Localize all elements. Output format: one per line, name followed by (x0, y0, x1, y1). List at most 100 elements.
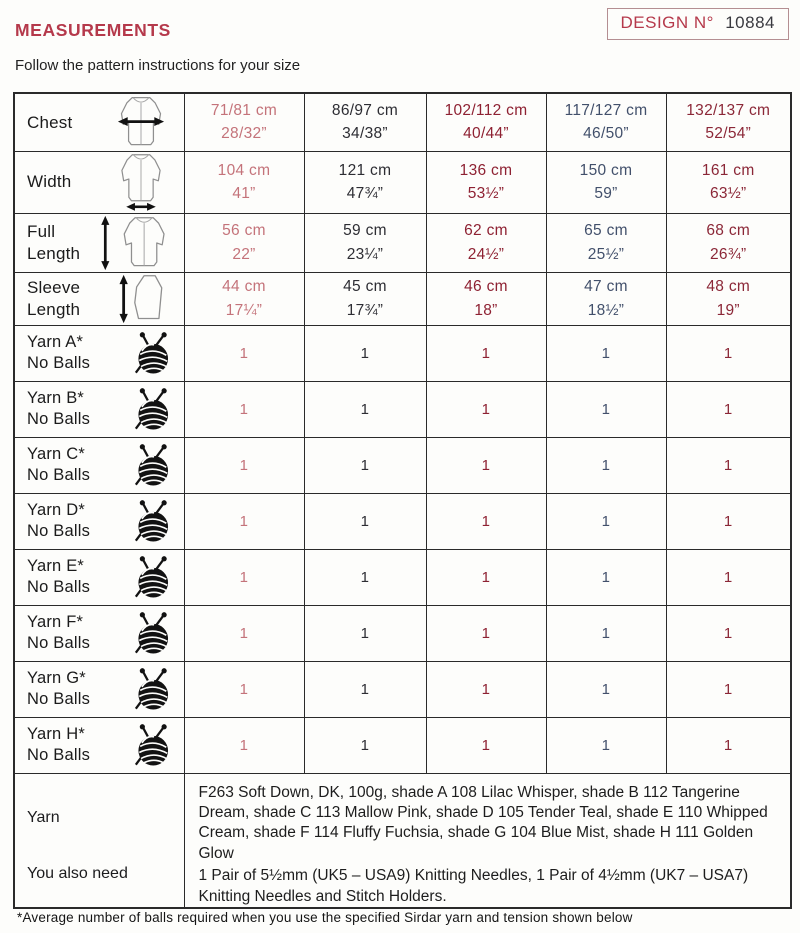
balls-cell: 1 (303, 716, 427, 774)
balls-cell: 1 (545, 548, 667, 606)
balls-cell: 1 (303, 436, 427, 494)
row-header-cell: Yarn B* No Balls (13, 380, 185, 438)
value-cell: 56 cm 22” (183, 212, 305, 273)
balls-cell: 1 (545, 436, 667, 494)
value-cell: 102/112 cm 40/44” (425, 92, 547, 152)
row-label: Yarn D* No Balls (27, 501, 91, 540)
balls-cell: 1 (665, 660, 792, 718)
footer-labels-cell: Yarn You also need (13, 772, 185, 909)
balls-cell: 1 (545, 380, 667, 438)
yarn-row-a: Yarn A* No Balls 1 1 1 1 1 (13, 324, 792, 382)
row-label: Yarn A* No Balls (27, 333, 91, 372)
value-cell: 68 cm 26¾” (665, 212, 792, 273)
yarn-label: Yarn (27, 809, 60, 827)
value-cell: 47 cm 18½” (545, 271, 667, 326)
balls-cell: 1 (665, 380, 792, 438)
row-header-cell: Yarn F* No Balls (13, 604, 185, 662)
measurement-row-sleeve-length: Sleeve Length 44 cm 17¼” 45 cm 17¾” 46 c… (13, 271, 792, 326)
balls-cell: 1 (545, 324, 667, 382)
balls-cell: 1 (665, 436, 792, 494)
balls-cell: 1 (425, 716, 547, 774)
value-cell: 65 cm 25½” (545, 212, 667, 273)
row-header-cell: Yarn D* No Balls (13, 492, 185, 550)
balls-cell: 1 (425, 492, 547, 550)
balls-cell: 1 (545, 492, 667, 550)
value-cell: 62 cm 24½” (425, 212, 547, 273)
row-header-cell: Yarn C* No Balls (13, 436, 185, 494)
row-header-cell: Yarn A* No Balls (13, 324, 185, 382)
row-label: Yarn C* No Balls (27, 445, 91, 484)
yarn-ball-icon (134, 387, 168, 430)
balls-cell: 1 (665, 492, 792, 550)
balls-cell: 1 (183, 548, 305, 606)
yarn-row-b: Yarn B* No Balls 1 1 1 1 1 (13, 380, 792, 438)
you-also-need-label: You also need (27, 865, 128, 883)
row-label: Yarn H* No Balls (27, 725, 91, 764)
yarn-ball-icon (134, 499, 168, 542)
value-cell: 71/81 cm 28/32” (183, 92, 305, 152)
yarn-ball-icon (134, 443, 168, 486)
balls-cell: 1 (665, 548, 792, 606)
design-number-badge: DESIGN N° 10884 (606, 8, 789, 40)
row-header-cell: Yarn G* No Balls (13, 660, 185, 718)
row-label: Full Length (27, 222, 81, 263)
row-label: Yarn F* No Balls (27, 613, 91, 652)
value-cell: 46 cm 18” (425, 271, 547, 326)
value-cell: 121 cm 47¾” (303, 150, 427, 214)
balls-cell: 1 (303, 604, 427, 662)
measurements-table: Chest 71/81 cm 28/32” 86/97 cm 34/38” 10… (13, 92, 792, 910)
design-number: 10884 (725, 13, 775, 32)
row-header-cell: Full Length (13, 212, 185, 273)
yarn-row-d: Yarn D* No Balls 1 1 1 1 1 (13, 492, 792, 550)
sweater-width-arrow-icon (120, 153, 161, 211)
yarn-details-row: Yarn You also need F263 Soft Down, DK, 1… (13, 772, 792, 909)
row-label: Yarn G* No Balls (27, 669, 91, 708)
sleeve-length-arrow-icon (118, 274, 162, 323)
balls-cell: 1 (425, 660, 547, 718)
balls-cell: 1 (183, 436, 305, 494)
yarn-ball-icon (134, 611, 168, 654)
balls-cell: 1 (183, 324, 305, 382)
sweater-chest-arrow-icon (117, 96, 164, 146)
row-header-cell: Width (13, 150, 185, 214)
yarn-ball-icon (134, 723, 168, 766)
balls-cell: 1 (303, 380, 427, 438)
yarn-description: F263 Soft Down, DK, 100g, shade A 108 Li… (198, 783, 768, 862)
row-label: Yarn E* No Balls (27, 557, 91, 596)
yarn-row-c: Yarn C* No Balls 1 1 1 1 1 (13, 436, 792, 494)
measurement-row-chest: Chest 71/81 cm 28/32” 86/97 cm 34/38” 10… (13, 92, 792, 152)
yarn-ball-icon (134, 555, 168, 598)
balls-cell: 1 (303, 324, 427, 382)
balls-cell: 1 (425, 548, 547, 606)
needles-description: 1 Pair of 5½mm (UK5 – USA9) Knitting Nee… (198, 867, 749, 905)
balls-cell: 1 (665, 604, 792, 662)
value-cell: 104 cm 41” (183, 150, 305, 214)
balls-cell: 1 (545, 660, 667, 718)
yarn-row-g: Yarn G* No Balls 1 1 1 1 1 (13, 660, 792, 718)
balls-cell: 1 (183, 604, 305, 662)
row-header-cell: Sleeve Length (13, 271, 185, 326)
balls-cell: 1 (303, 548, 427, 606)
design-label: DESIGN N° (620, 13, 714, 32)
balls-cell: 1 (425, 324, 547, 382)
measurement-row-full-length: Full Length 56 cm 22” 59 cm 23¼” 6 (13, 212, 792, 273)
value-cell: 48 cm 19” (665, 271, 792, 326)
yarn-ball-icon (134, 667, 168, 710)
value-cell: 45 cm 17¾” (303, 271, 427, 326)
balls-cell: 1 (183, 660, 305, 718)
yarn-ball-icon (134, 331, 168, 374)
page-title: MEASUREMENTS (15, 20, 171, 40)
sweater-length-arrow-icon (100, 215, 165, 270)
yarn-row-e: Yarn E* No Balls 1 1 1 1 1 (13, 548, 792, 606)
value-cell: 132/137 cm 52/54” (665, 92, 792, 152)
balls-cell: 1 (425, 380, 547, 438)
value-cell: 150 cm 59” (545, 150, 667, 214)
balls-cell: 1 (545, 604, 667, 662)
value-cell: 161 cm 63½” (665, 150, 792, 214)
balls-cell: 1 (183, 492, 305, 550)
row-label: Width (27, 172, 72, 192)
size-instructions: Follow the pattern instructions for your… (15, 57, 301, 74)
row-label: Yarn B* No Balls (27, 389, 91, 428)
balls-cell: 1 (425, 436, 547, 494)
balls-cell: 1 (183, 716, 305, 774)
